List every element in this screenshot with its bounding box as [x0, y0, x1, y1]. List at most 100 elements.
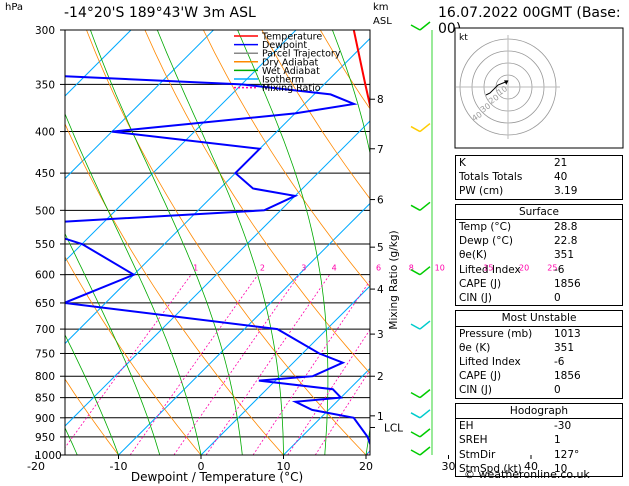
- pressure-tick-label: 650: [35, 298, 55, 310]
- surface-value: 28.8: [554, 221, 578, 234]
- wind-barb-flag: [410, 24, 421, 31]
- mixing-ratio-label: 10: [435, 264, 445, 273]
- unstable-value: -6: [554, 356, 565, 369]
- wet-adiabat: [65, 232, 161, 455]
- pressure-tick-label: 950: [35, 432, 55, 444]
- surface-label: Lifted Index: [459, 263, 521, 276]
- mixing-ratio-line: [314, 369, 370, 455]
- isotherm-line: [200, 285, 370, 455]
- plot-frame: [64, 29, 371, 456]
- surface-value: 22.8: [554, 235, 578, 248]
- wind-barb-flag: [410, 269, 421, 276]
- wind-barb: [419, 428, 431, 438]
- surface-row: CIN (J) 0: [456, 291, 622, 305]
- wind-barb-flag: [410, 125, 421, 133]
- mixing-ratio-label: 20: [519, 264, 529, 273]
- dry-adiabat: [203, 30, 370, 288]
- hodo-value: -30: [554, 420, 572, 433]
- surface-label: Temp (°C): [459, 221, 512, 234]
- dewpoint-line: [65, 75, 370, 447]
- surface-label: CIN (J): [459, 292, 492, 304]
- legend-label: Isotherm: [262, 75, 304, 86]
- surface-value: 351: [554, 249, 575, 262]
- hodo-value: 127°: [554, 448, 580, 461]
- unstable-label: CIN (J): [459, 384, 492, 397]
- surface-row: Dewp (°C) 22.8: [456, 234, 622, 248]
- wind-barb: [419, 409, 431, 419]
- wind-barb: [419, 122, 431, 133]
- index-value: 40: [554, 171, 568, 184]
- hodo-value: 1: [554, 434, 561, 447]
- pressure-tick-label: 700: [35, 324, 55, 336]
- km-tick-label: 8: [377, 94, 384, 106]
- index-label: K: [459, 157, 466, 169]
- unstable-label: Pressure (mb): [459, 327, 533, 340]
- legend-label: Dry Adiabat: [262, 57, 319, 68]
- pressure-tick-label: 400: [35, 127, 55, 139]
- km-tick-label: 1: [377, 411, 384, 423]
- pressure-tick-label: 900: [35, 413, 55, 425]
- index-label: Totals Totals: [459, 171, 523, 184]
- wind-barb: [419, 21, 431, 31]
- isotherm-line: [283, 367, 370, 455]
- index-value: 3.19: [554, 185, 578, 198]
- temp-tick-label: 0: [198, 460, 205, 473]
- dry-adiabat: [0, 30, 36, 455]
- location-title: -14°20'S 189°43'W 3m ASL: [64, 5, 256, 21]
- surface-row: Temp (°C) 28.8: [456, 220, 622, 234]
- legend-label: Temperature: [261, 32, 322, 43]
- unstable-label: CAPE (J): [459, 370, 502, 383]
- wind-barb: [419, 201, 431, 211]
- hodo-label: StmDir: [459, 448, 496, 461]
- hodo-row: SREH 1: [456, 433, 622, 447]
- copyright: © weatheronline.co.uk: [464, 468, 590, 481]
- temp-tick-label: -20: [27, 460, 45, 473]
- mixing-ratio-label: 1: [193, 264, 198, 273]
- pressure-tick-label: 350: [35, 79, 55, 91]
- hodo-row: StmSpd (kt) 10: [456, 462, 622, 476]
- dry-adiabat: [65, 256, 202, 455]
- legend-label: Dewpoint: [262, 40, 307, 51]
- wet-adiabat: [65, 334, 119, 455]
- asl-label: ASL: [373, 16, 392, 27]
- isotherm-line: [65, 30, 297, 262]
- hodograph-section: Hodograph EH -30 SREH 1 StmDir 127° StmSpd (kt…: [455, 402, 623, 477]
- wind-barb-flag: [410, 449, 421, 456]
- index-row: PW (cm) 3.19: [456, 184, 622, 198]
- surface-row: Lifted Index -6: [456, 263, 622, 277]
- wind-barb-flag: [410, 391, 421, 399]
- hodo-label: EH: [459, 420, 474, 433]
- isotherm-line: [118, 202, 370, 455]
- mixing-ratio-line: [65, 274, 192, 449]
- wind-barb: [419, 266, 431, 276]
- hodograph-title: Hodograph: [456, 404, 622, 420]
- dry-adiabat: [86, 30, 367, 455]
- hodo-value: 10: [554, 462, 568, 475]
- mixing-ratio-line: [173, 274, 300, 455]
- pressure-tick-label: 600: [35, 270, 55, 282]
- pressure-tick-label: 850: [35, 393, 55, 405]
- unstable-value: 1013: [554, 327, 581, 340]
- mixing-ratio-label: 3: [301, 264, 306, 273]
- surface-value: 0: [554, 292, 561, 304]
- unstable-row: θe (K) 351: [456, 341, 622, 355]
- surface-section: Surface Temp (°C) 28.8 Dewp (°C) 22.8 θe(K) 3…: [455, 203, 623, 307]
- wet-adiabat: [237, 30, 329, 455]
- pressure-tick-label: 750: [35, 348, 55, 360]
- surface-label: θe(K): [459, 249, 487, 262]
- wet-adiabat: [0, 30, 36, 455]
- unstable-row: Pressure (mb) 1013: [456, 327, 622, 341]
- index-label: PW (cm): [459, 185, 504, 198]
- surface-row: CAPE (J) 1856: [456, 277, 622, 291]
- km-tick-label: LCL: [384, 422, 403, 434]
- most-unstable-title: Most Unstable: [456, 311, 622, 327]
- unstable-value: 0: [554, 384, 561, 397]
- mixing-ratio-label: 8: [409, 264, 414, 273]
- km-tick-label: 4: [377, 284, 384, 296]
- temp-tick-label: 20: [359, 460, 373, 473]
- km-tick-label: 3: [377, 329, 384, 341]
- mixing-ratio-line: [287, 328, 370, 455]
- pressure-tick-label: 500: [35, 205, 55, 217]
- pressure-tick-label: 1000: [35, 450, 62, 462]
